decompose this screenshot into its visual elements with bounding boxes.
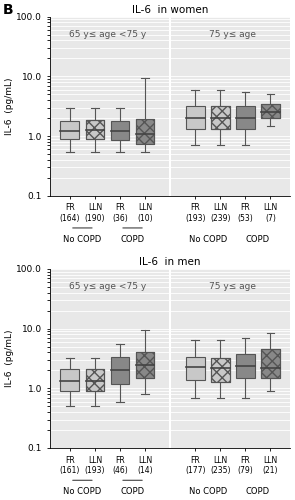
Text: No COPD: No COPD [63,488,101,496]
Y-axis label: IL-6  (pg/mL): IL-6 (pg/mL) [4,330,14,387]
Text: 75 y≤ age: 75 y≤ age [209,30,256,39]
Y-axis label: IL-6  (pg/mL): IL-6 (pg/mL) [4,78,14,135]
Bar [86,369,104,391]
Bar [60,121,79,139]
Text: No COPD: No COPD [189,488,227,496]
Bar [86,120,104,139]
Bar [111,121,130,141]
Bar [136,120,155,144]
Bar [186,358,205,380]
Text: No COPD: No COPD [63,235,101,244]
Text: 75 y≤ age: 75 y≤ age [209,282,256,291]
Title: IL-6  in men: IL-6 in men [140,257,201,267]
Bar [86,369,104,391]
Text: COPD: COPD [120,488,145,496]
Text: 65 y≤ age <75 y: 65 y≤ age <75 y [69,282,146,291]
Bar [236,106,255,129]
Text: B: B [3,2,14,16]
Bar [60,369,79,391]
Title: IL-6  in women: IL-6 in women [132,4,208,15]
Text: 65 y≤ age <75 y: 65 y≤ age <75 y [69,30,146,39]
Bar [211,106,230,129]
Bar [211,358,230,382]
Text: COPD: COPD [246,235,270,244]
Bar [261,350,280,378]
Text: No COPD: No COPD [189,235,227,244]
Bar [136,352,155,378]
Bar [111,358,130,384]
Bar [261,104,280,118]
Bar [261,104,280,118]
Text: COPD: COPD [120,235,145,244]
Bar [236,354,255,378]
Bar [261,350,280,378]
Bar [211,358,230,382]
Bar [136,120,155,144]
Bar [211,106,230,129]
Text: COPD: COPD [246,488,270,496]
Bar [86,120,104,139]
Bar [136,352,155,378]
Bar [186,106,205,129]
